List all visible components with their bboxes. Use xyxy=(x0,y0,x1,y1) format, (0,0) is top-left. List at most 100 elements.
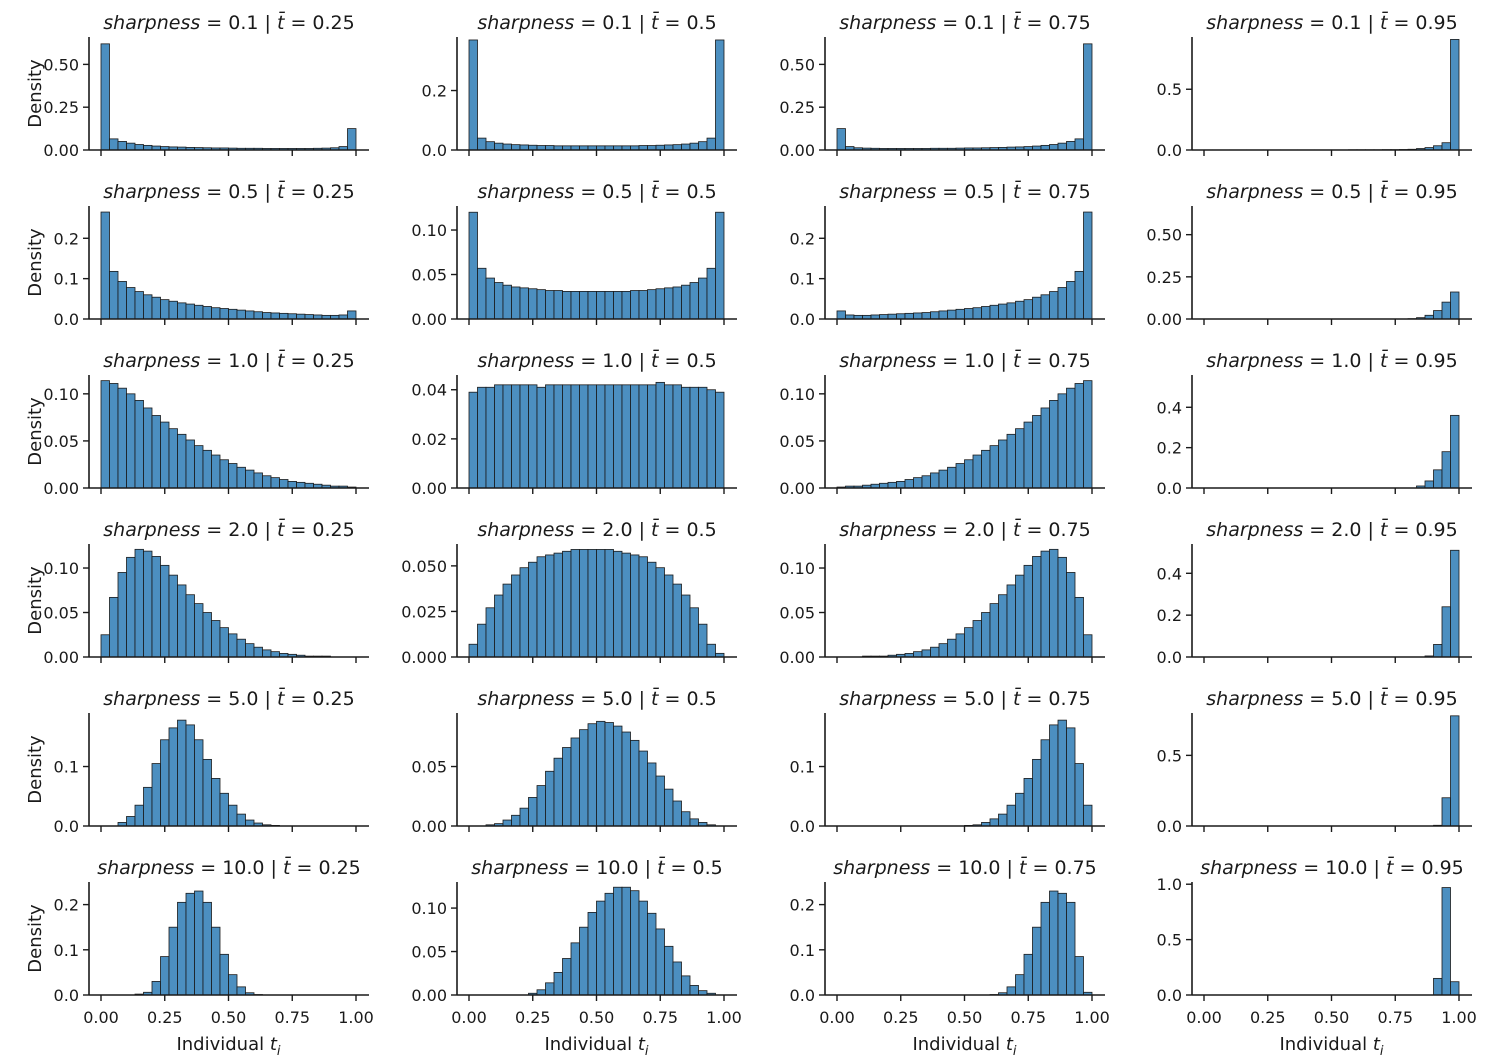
y-tick-label: 1.0 xyxy=(1157,875,1182,894)
x-tick-label: 0.00 xyxy=(819,1008,855,1027)
histogram-bar xyxy=(211,307,221,320)
histogram-bar xyxy=(519,807,529,827)
histogram-bar xyxy=(219,627,229,658)
x-tick-label: 0.75 xyxy=(274,1008,310,1027)
histogram-bar xyxy=(1433,310,1443,320)
y-tick-label: 0.2 xyxy=(790,896,815,915)
panel-title: sharpness = 0.1 | t̄ = 0.5 xyxy=(477,10,716,34)
y-tick-label: 0.1 xyxy=(54,758,79,777)
panel-title: sharpness = 0.5 | t̄ = 0.95 xyxy=(1206,179,1457,203)
y-tick-label: 0.00 xyxy=(411,986,447,1005)
histogram-bar xyxy=(964,459,974,489)
y-tick-label: 0.25 xyxy=(779,98,815,117)
histogram-bar xyxy=(100,380,110,489)
histogram-bar xyxy=(519,567,529,658)
histogram-bar xyxy=(1006,804,1016,827)
histogram-bar xyxy=(134,804,144,827)
histogram-bar xyxy=(1441,301,1451,320)
x-tick-label: 0.25 xyxy=(883,1008,919,1027)
x-tick-label: 0.00 xyxy=(83,1008,119,1027)
histogram-bar xyxy=(613,291,623,320)
histogram-bar xyxy=(1450,414,1460,489)
histogram-bar xyxy=(236,638,246,658)
histogram-bar xyxy=(1015,428,1025,489)
histogram-bar xyxy=(587,384,597,489)
histogram-bar xyxy=(913,312,923,320)
histogram-bar xyxy=(706,389,716,489)
histogram-bar xyxy=(604,722,614,827)
y-tick-label: 0.0 xyxy=(1157,986,1182,1005)
histogram-bar xyxy=(955,633,965,658)
histogram-bar xyxy=(972,454,982,489)
histogram-bar xyxy=(930,646,940,658)
panel-title: sharpness = 1.0 | t̄ = 0.95 xyxy=(1206,348,1457,372)
histogram-bar xyxy=(134,548,144,658)
histogram-bar xyxy=(1057,892,1067,996)
histogram-bar xyxy=(185,303,195,320)
histogram-bar xyxy=(904,312,914,320)
histogram-bar xyxy=(477,386,487,489)
histogram-bar xyxy=(126,393,136,489)
panel-s2.0-t0.5: 0.000 0.025 0.050 sharpness = 2.0 | t̄ = 0.… xyxy=(401,517,737,667)
histogram-bar xyxy=(715,39,725,151)
histogram-bar xyxy=(596,549,606,658)
x-tick-label: 0.50 xyxy=(211,1008,247,1027)
histogram-bar xyxy=(647,289,657,320)
y-tick-label: 0.05 xyxy=(779,432,815,451)
panel-title: sharpness = 5.0 | t̄ = 0.25 xyxy=(103,686,354,710)
histogram-bar xyxy=(194,739,204,827)
histogram-bar xyxy=(989,445,999,489)
histogram-bar xyxy=(228,633,238,658)
histogram-bar xyxy=(1032,415,1042,489)
histogram-bar xyxy=(511,384,521,489)
histogram-bar xyxy=(1049,400,1059,489)
histogram-bar xyxy=(177,584,187,658)
y-tick-label: 0.10 xyxy=(411,221,447,240)
histogram-bar xyxy=(100,211,110,320)
y-tick-label: 0.05 xyxy=(779,604,815,623)
histogram-bar xyxy=(228,308,238,320)
y-tick-label: 0.00 xyxy=(43,141,79,160)
histogram-bar xyxy=(1040,901,1050,996)
histogram-bar xyxy=(109,596,119,658)
histogram-bar xyxy=(160,739,170,827)
y-tick-label: 0.000 xyxy=(401,648,447,667)
x-tick-label: 0.25 xyxy=(515,1008,551,1027)
y-tick-label: 0.2 xyxy=(54,896,79,915)
histogram-bar xyxy=(613,725,623,827)
histogram-bar xyxy=(1032,926,1042,996)
histogram-bar xyxy=(536,785,546,827)
histogram-bar xyxy=(562,291,572,320)
histogram-bar xyxy=(1066,901,1076,996)
histogram-bar xyxy=(228,974,238,996)
histogram-bar xyxy=(245,643,255,658)
histogram-bar xyxy=(1450,981,1460,996)
histogram-bar xyxy=(1023,564,1033,658)
histogram-bar xyxy=(545,982,555,996)
histogram-bar xyxy=(998,813,1008,827)
panel-s1.0-t0.95: 0.0 0.2 0.4 sharpness = 1.0 | t̄ = 0.95 xyxy=(1157,348,1472,498)
y-tick-label: 0.02 xyxy=(411,430,447,449)
histogram-bar xyxy=(681,594,691,658)
panel-title: sharpness = 10.0 | t̄ = 0.5 xyxy=(471,855,722,879)
panel-s1.0-t0.25: 0.00 0.05 0.10 sharpness = 1.0 | t̄ = 0.25 D… xyxy=(25,348,369,498)
x-tick-label: 1.00 xyxy=(706,1008,742,1027)
panel-title: sharpness = 2.0 | t̄ = 0.95 xyxy=(1206,517,1457,541)
x-axis-label: Individual ti xyxy=(176,1034,280,1059)
histogram-bar xyxy=(579,384,589,489)
histogram-bar xyxy=(1049,724,1059,827)
histogram-bar xyxy=(134,291,144,320)
y-tick-label: 0.50 xyxy=(43,55,79,74)
histogram-bar xyxy=(1049,291,1059,320)
y-tick-label: 0.00 xyxy=(43,479,79,498)
histogram-bar xyxy=(998,594,1008,658)
panel-title: sharpness = 0.1 | t̄ = 0.25 xyxy=(103,10,354,34)
panel-title: sharpness = 0.1 | t̄ = 0.95 xyxy=(1206,10,1457,34)
y-axis-label: Density xyxy=(25,904,46,973)
y-tick-label: 0.05 xyxy=(411,266,447,285)
y-tick-label: 0.2 xyxy=(790,229,815,248)
histogram-bar xyxy=(630,739,640,827)
histogram-bar xyxy=(126,816,136,827)
histogram-bar xyxy=(613,384,623,489)
